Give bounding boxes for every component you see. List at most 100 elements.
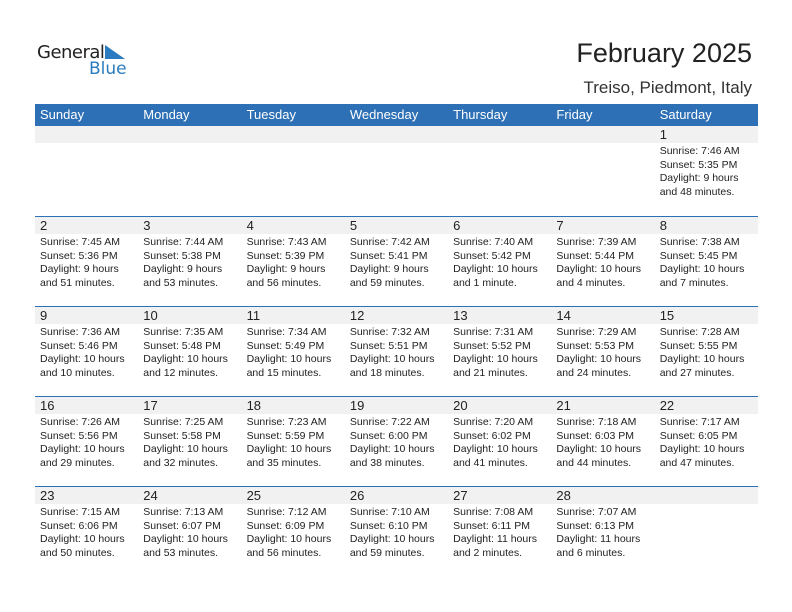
sunset-text: Sunset: 5:49 PM <box>246 339 325 352</box>
daylight2-text: and 47 minutes. <box>659 456 735 469</box>
daylight1-text: Daylight: 10 hours <box>556 263 642 275</box>
day-cell: 15 Sunrise: 7:28 AM Sunset: 5:55 PM Dayligh… <box>655 307 758 396</box>
day-number: 19 <box>349 398 365 413</box>
day-cell: 2 Sunrise: 7:45 AM Sunset: 5:36 PM Daylight… <box>35 217 138 306</box>
sunset-text: Sunset: 6:03 PM <box>556 429 635 442</box>
empty-cell <box>242 126 345 216</box>
day-number: 24 <box>143 488 158 503</box>
day-cell: 20 Sunrise: 7:20 AM Sunset: 6:02 PM Dayligh… <box>448 397 551 486</box>
weekday-tuesday: Tuesday <box>246 107 296 122</box>
day-cell: 19 Sunrise: 7:22 AM Sunset: 6:00 PM Dayligh… <box>345 397 448 486</box>
daylight1-text: Daylight: 9 hours <box>246 263 326 275</box>
sunrise-text: Sunrise: 7:44 AM <box>143 236 224 248</box>
daylight1-text: Daylight: 10 hours <box>246 533 332 545</box>
day-number: 18 <box>246 398 262 413</box>
day-cell: 9 Sunrise: 7:36 AM Sunset: 5:46 PM Daylight… <box>35 307 138 396</box>
sunset-text: Sunset: 5:36 PM <box>40 249 118 262</box>
sunset-text: Sunset: 6:11 PM <box>453 519 530 532</box>
location: Treiso, Piedmont, Italy <box>583 78 753 97</box>
sunset-text: Sunset: 5:55 PM <box>659 339 738 352</box>
daylight1-text: Daylight: 11 hours <box>453 533 537 545</box>
daylight1-text: Daylight: 10 hours <box>453 353 538 365</box>
day-number: 21 <box>556 398 571 413</box>
sunrise-text: Sunrise: 7:26 AM <box>40 416 120 428</box>
daylight2-text: and 53 minutes. <box>143 276 218 289</box>
daylight2-text: and 15 minutes. <box>246 366 322 379</box>
day-number: 27 <box>453 488 468 503</box>
daylight2-text: and 10 minutes. <box>40 366 115 379</box>
day-number: 10 <box>143 308 158 323</box>
daylight2-text: and 48 minutes. <box>659 185 735 198</box>
sunrise-text: Sunrise: 7:08 AM <box>453 506 534 518</box>
empty-cell <box>138 126 241 216</box>
daylight1-text: Daylight: 11 hours <box>556 533 641 545</box>
day-cell: 17 Sunrise: 7:25 AM Sunset: 5:58 PM Dayligh… <box>138 397 241 486</box>
daylight1-text: Daylight: 10 hours <box>659 443 745 455</box>
sunset-text: Sunset: 5:39 PM <box>246 249 325 262</box>
daylight1-text: Daylight: 10 hours <box>556 443 642 455</box>
daylight2-text: and 24 minutes. <box>556 366 632 379</box>
daylight2-text: and 32 minutes. <box>143 456 218 469</box>
day-number: 11 <box>246 308 261 323</box>
sunrise-text: Sunrise: 7:22 AM <box>349 416 430 428</box>
sunrise-text: Sunrise: 7:46 AM <box>659 145 740 157</box>
daylight1-text: Daylight: 10 hours <box>659 353 745 365</box>
day-number: 2 <box>40 218 48 233</box>
calendar-grid: 1 Sunrise: 7:46 AM Sunset: 5:35 PM Daylight… <box>35 126 758 576</box>
sunrise-text: Sunrise: 7:31 AM <box>453 326 534 338</box>
sunset-text: Sunset: 6:05 PM <box>659 429 738 442</box>
day-cell: 24 Sunrise: 7:13 AM Sunset: 6:07 PM Dayligh… <box>138 487 241 576</box>
sunset-text: Sunset: 5:48 PM <box>143 339 221 352</box>
sunrise-text: Sunrise: 7:42 AM <box>349 236 430 248</box>
daylight2-text: and 4 minutes. <box>556 276 626 289</box>
day-cell: 7 Sunrise: 7:39 AM Sunset: 5:44 PM Daylight… <box>551 217 654 306</box>
day-cell: 4 Sunrise: 7:43 AM Sunset: 5:39 PM Daylight… <box>242 217 345 306</box>
day-cell: 26 Sunrise: 7:10 AM Sunset: 6:10 PM Dayligh… <box>345 487 448 576</box>
daylight1-text: Daylight: 10 hours <box>40 443 125 455</box>
sunrise-text: Sunrise: 7:20 AM <box>453 416 534 428</box>
day-number: 5 <box>349 218 358 233</box>
daylight2-text: and 50 minutes. <box>40 546 115 559</box>
sunset-text: Sunset: 6:09 PM <box>246 519 325 532</box>
sunrise-text: Sunrise: 7:25 AM <box>143 416 224 428</box>
daylight2-text: and 7 minutes. <box>659 276 729 289</box>
week-row: 2 Sunrise: 7:45 AM Sunset: 5:36 PM Daylight… <box>35 216 758 306</box>
logo-general: General <box>37 42 105 63</box>
sunrise-text: Sunrise: 7:23 AM <box>246 416 327 428</box>
daylight1-text: Daylight: 9 hours <box>659 172 739 184</box>
logo-blue: Blue <box>89 59 127 79</box>
weekday-friday: Friday <box>556 107 593 122</box>
daylight1-text: Daylight: 10 hours <box>556 353 642 365</box>
empty-cell <box>448 126 551 216</box>
week-row: 1 Sunrise: 7:46 AM Sunset: 5:35 PM Daylight… <box>35 126 758 216</box>
day-number: 12 <box>349 308 365 323</box>
daylight1-text: Daylight: 10 hours <box>143 443 228 455</box>
day-number: 20 <box>453 398 468 413</box>
day-number: 25 <box>246 488 262 503</box>
sunset-text: Sunset: 6:13 PM <box>556 519 635 532</box>
day-cell: 14 Sunrise: 7:29 AM Sunset: 5:53 PM Dayligh… <box>551 307 654 396</box>
day-cell: 22 Sunrise: 7:17 AM Sunset: 6:05 PM Dayligh… <box>655 397 758 486</box>
sunset-text: Sunset: 5:58 PM <box>143 429 221 442</box>
daylight1-text: Daylight: 10 hours <box>349 353 435 365</box>
day-number: 26 <box>349 488 365 503</box>
daylight1-text: Daylight: 10 hours <box>349 533 435 545</box>
day-cell: 28 Sunrise: 7:07 AM Sunset: 6:13 PM Dayligh… <box>551 487 654 576</box>
daylight2-text: and 56 minutes. <box>246 546 322 559</box>
day-cell: 6 Sunrise: 7:40 AM Sunset: 5:42 PM Daylight… <box>448 217 551 306</box>
daylight2-text: and 18 minutes. <box>349 366 425 379</box>
day-number: 22 <box>659 398 675 413</box>
sunrise-text: Sunrise: 7:32 AM <box>349 326 430 338</box>
sunrise-text: Sunrise: 7:35 AM <box>143 326 224 338</box>
day-number: 8 <box>659 218 667 233</box>
day-number: 16 <box>40 398 55 413</box>
sunset-text: Sunset: 5:45 PM <box>659 249 738 262</box>
day-cell: 10 Sunrise: 7:35 AM Sunset: 5:48 PM Dayligh… <box>138 307 241 396</box>
day-number: 28 <box>556 488 571 503</box>
day-number: 9 <box>40 308 48 323</box>
day-number: 15 <box>659 308 675 323</box>
weekday-saturday: Saturday <box>659 107 712 122</box>
sunrise-text: Sunrise: 7:38 AM <box>659 236 740 248</box>
sunrise-text: Sunrise: 7:10 AM <box>349 506 430 518</box>
week-strip <box>35 397 758 414</box>
